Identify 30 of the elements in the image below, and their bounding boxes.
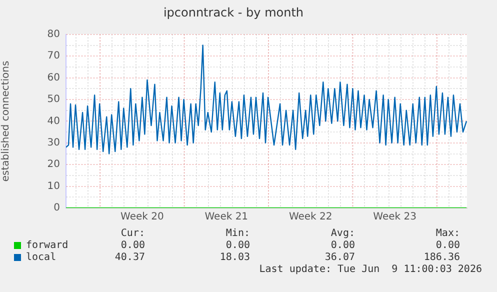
text: 0.00 [330,240,355,251]
y-tick-label: 60 [47,72,60,84]
x-tick-label: Week 20 [120,212,164,223]
y-tick-label: 0 [54,202,60,214]
text: 186.36 [422,252,460,263]
text: 36.07 [324,252,355,263]
text: Min: [224,228,250,239]
text: 18.03 [218,252,250,263]
x-tick-label: Week 23 [373,212,416,223]
x-tick-label: Week 22 [288,212,332,223]
y-axis-title: established connections [0,60,12,182]
text: 0.00 [434,240,460,251]
chart-title: ipconntrack - by month [163,5,304,20]
y-tick-label: 80 [47,28,60,40]
text: Max: [434,228,460,239]
y-tick-label: 50 [47,94,60,106]
y-tick-label: 30 [47,137,60,148]
legend-label: forward [26,240,68,251]
x-tick-label: Week 21 [204,212,248,223]
text: 40.37 [114,252,145,263]
legend-label: local [26,252,56,263]
y-tick-label: 20 [47,159,60,170]
text: Avg: [330,228,355,239]
text: 0.00 [120,240,145,251]
y-tick-label: 10 [47,180,60,192]
y-tick-label: 70 [47,50,60,62]
text: Last update: Tue Jun 9 11:00:03 2026 [259,264,482,275]
y-tick-label: 40 [47,116,60,127]
text: Cur: [120,228,145,239]
text: 0.00 [224,240,250,251]
